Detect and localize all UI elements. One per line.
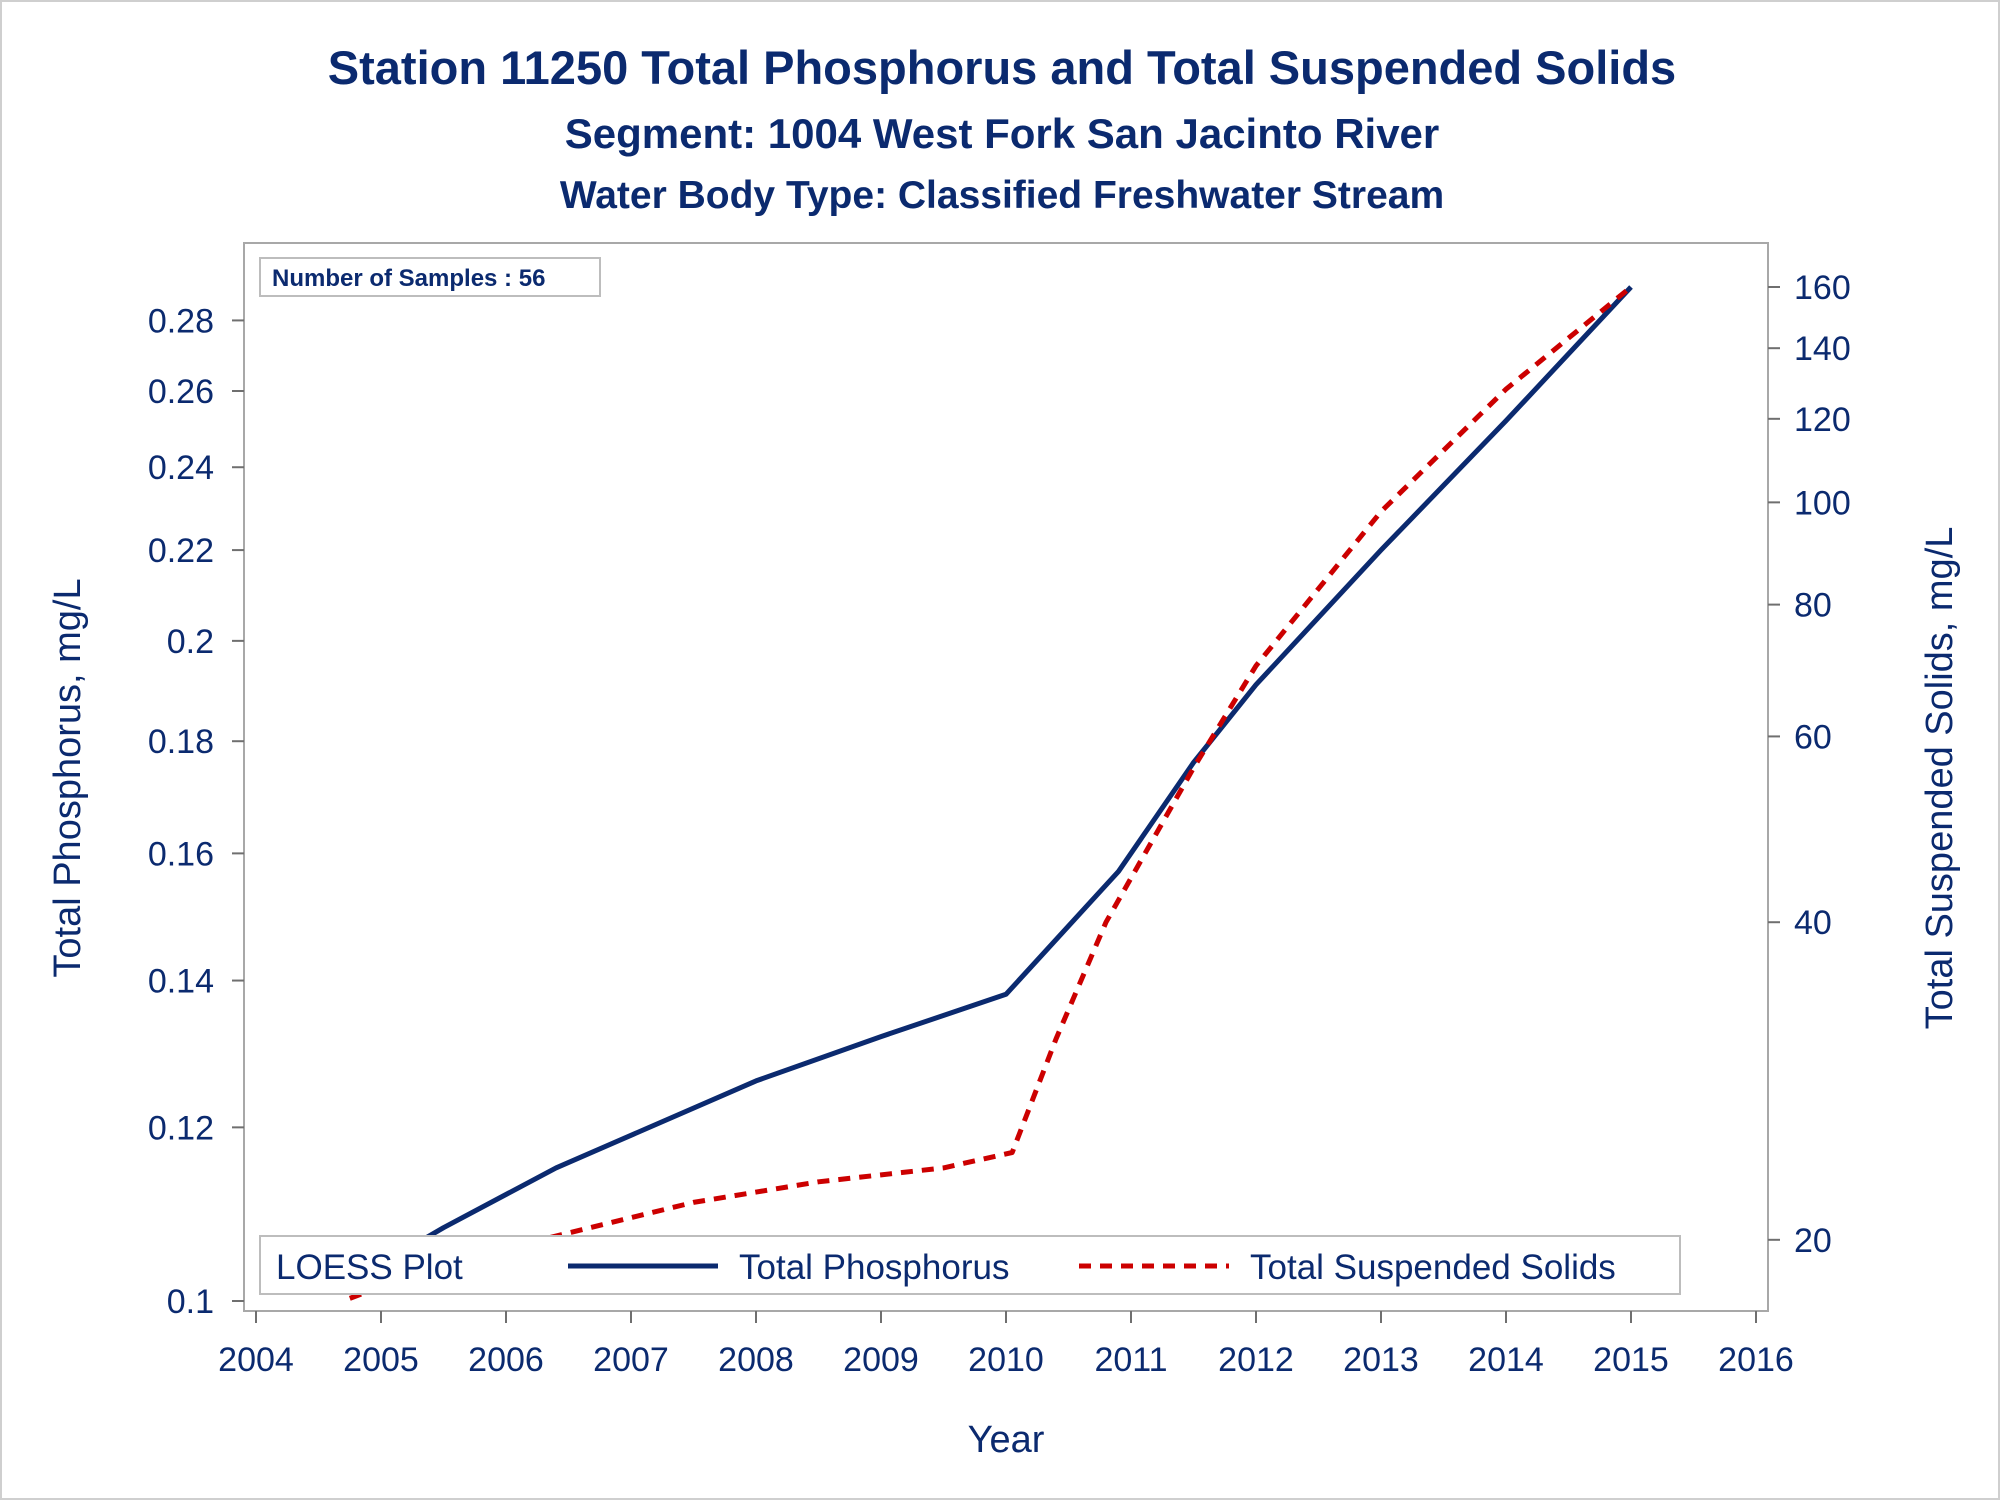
x-tick-label: 2014	[1468, 1341, 1544, 1379]
y-left-tick-label: 0.12	[148, 1109, 214, 1147]
x-tick-label: 2015	[1593, 1341, 1669, 1379]
x-tick-label: 2009	[843, 1341, 919, 1379]
y-right-tick-label: 120	[1794, 401, 1851, 439]
x-tick-label: 2005	[343, 1341, 419, 1379]
x-tick-label: 2012	[1218, 1341, 1294, 1379]
x-tick-label: 2010	[968, 1341, 1044, 1379]
y-axis-right: 20 40 60 80 100 120 140 160	[1768, 269, 1851, 1260]
x-axis-label: Year	[968, 1419, 1045, 1461]
y-left-tick-label: 0.2	[167, 623, 214, 661]
y-left-tick-label: 0.24	[148, 449, 214, 487]
y-left-tick-label: 0.16	[148, 835, 214, 873]
y-axis-left-label: Total Phosphorus, mg/L	[47, 578, 89, 977]
y-axis-left: 0.1 0.12 0.14 0.16 0.18 0.2 0.22 0.24 0.26 0.28	[148, 302, 244, 1321]
legend-title: LOESS Plot	[276, 1248, 463, 1287]
x-tick-label: 2011	[1094, 1341, 1167, 1379]
series-layer	[348, 285, 1633, 1301]
legend-label-total-suspended-solids: Total Suspended Solids	[1250, 1248, 1616, 1287]
chart-subtitle: Segment: 1004 West Fork San Jacinto Rive…	[565, 110, 1440, 157]
x-tick-label: 2006	[468, 1341, 544, 1379]
y-right-tick-label: 60	[1794, 718, 1832, 756]
x-tick-label: 2013	[1343, 1341, 1419, 1379]
x-axis: 2004 2005 2006 2007 2008 2009 2010 2011 2012 2013…	[218, 1311, 1794, 1379]
x-tick-label: 2004	[218, 1341, 294, 1379]
y-right-tick-label: 80	[1794, 587, 1832, 625]
y-left-tick-label: 0.1	[167, 1283, 214, 1321]
y-right-tick-label: 20	[1794, 1222, 1832, 1260]
y-left-tick-label: 0.26	[148, 373, 214, 411]
y-left-tick-label: 0.22	[148, 532, 214, 570]
x-tick-label: 2008	[718, 1341, 794, 1379]
y-right-tick-label: 40	[1794, 904, 1832, 942]
x-tick-label: 2007	[593, 1341, 669, 1379]
y-left-tick-label: 0.28	[148, 302, 214, 340]
legend-box	[259, 1235, 1681, 1295]
y-left-tick-label: 0.18	[148, 723, 214, 761]
y-right-tick-label: 140	[1794, 330, 1851, 368]
inset-box	[259, 257, 601, 297]
y-right-tick-label: 160	[1794, 269, 1851, 307]
series-line-total-suspended-solids	[348, 285, 1633, 1301]
x-tick-label: 2016	[1718, 1341, 1794, 1379]
chart-subtitle-2: Water Body Type: Classified Freshwater S…	[560, 174, 1444, 217]
legend-label-total-phosphorus: Total Phosphorus	[739, 1248, 1009, 1287]
plot-area	[243, 242, 1769, 1312]
legend: LOESS Plot Total Phosphorus Total Suspen…	[259, 1235, 1681, 1295]
y-right-tick-label: 100	[1794, 484, 1851, 522]
sample-count-label: Number of Samples : 56	[272, 265, 545, 292]
chart-title: Station 11250 Total Phosphorus and Total…	[328, 41, 1676, 94]
y-axis-right-label: Total Suspended Solids, mg/L	[1919, 527, 1961, 1030]
series-line-total-phosphorus	[348, 285, 1633, 1285]
y-left-tick-label: 0.14	[148, 963, 214, 1001]
